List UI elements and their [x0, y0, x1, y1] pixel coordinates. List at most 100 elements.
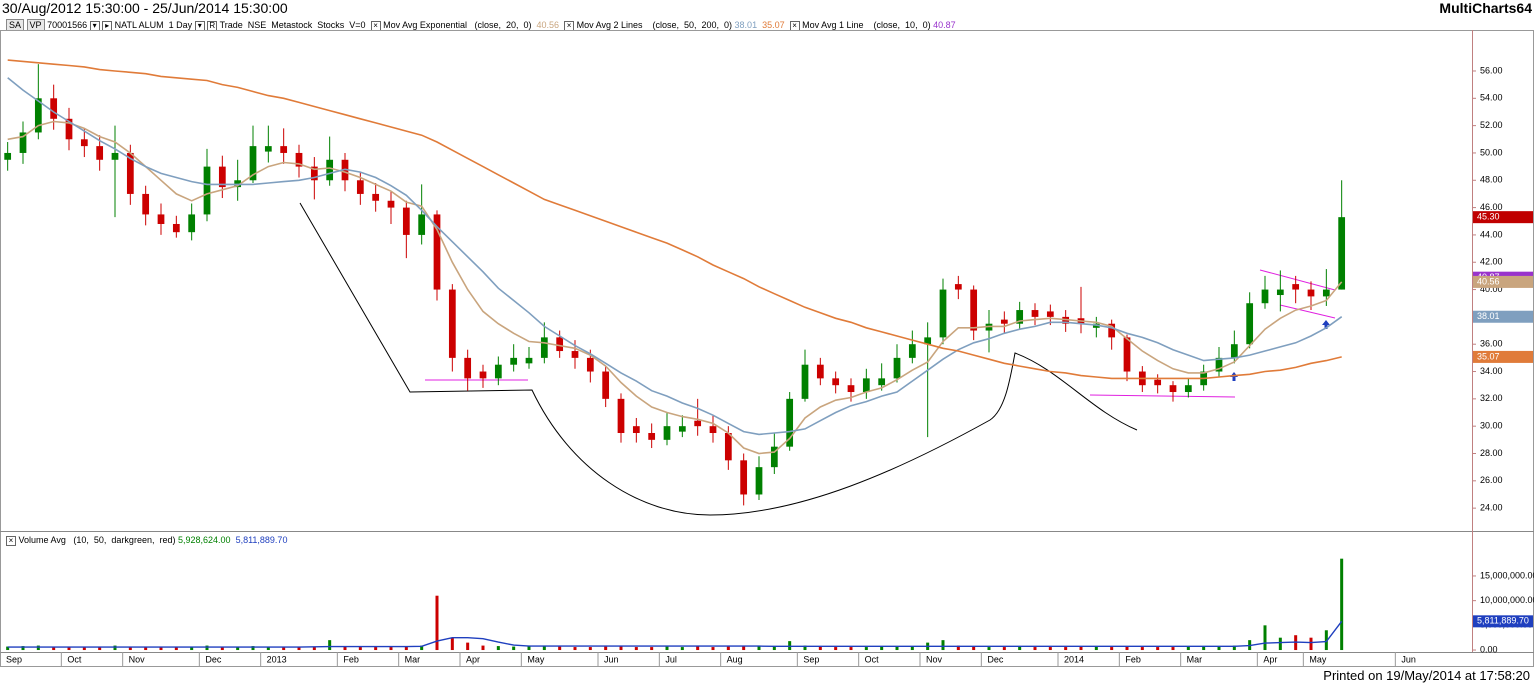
volume-bar: [435, 595, 439, 651]
candle-body: [387, 200, 395, 208]
volume-bar: [113, 645, 117, 651]
volume-bar: [1278, 637, 1282, 651]
volume-bar: [880, 646, 884, 651]
volume-bar: [573, 647, 577, 651]
candle-body: [586, 357, 594, 372]
volume-bar: [21, 646, 25, 651]
footer: Printed on 19/May/2014 at 17:58:20: [1323, 668, 1530, 683]
candle-body: [50, 98, 58, 119]
indicator-name: Mov Avg Exponential: [383, 20, 467, 30]
x-tick-label: Jun: [1401, 654, 1416, 664]
volume-bar: [987, 647, 991, 651]
volume-bar: [343, 646, 347, 651]
volume-bar: [1079, 646, 1083, 651]
volume-bar: [1186, 646, 1190, 651]
volume-bar: [466, 642, 470, 651]
candle-body: [709, 426, 717, 434]
candle-body: [4, 152, 12, 160]
volume-bar: [420, 645, 424, 651]
candle-body: [203, 166, 211, 215]
candle-body: [694, 420, 702, 427]
y-tick-label: 28.00: [1480, 448, 1503, 458]
candle-body: [19, 132, 27, 153]
channel-line: [1279, 304, 1336, 319]
price-marker: [1473, 310, 1533, 323]
candle-body: [1215, 357, 1223, 372]
candle-body: [418, 214, 426, 235]
volume-bar: [757, 646, 761, 651]
x-tick-label: Apr: [466, 654, 480, 664]
candle-body: [801, 364, 809, 399]
volume-bar: [205, 645, 209, 651]
candle-body: [1031, 310, 1039, 317]
price-marker-label: 45.30: [1477, 212, 1500, 222]
volume-bar: [67, 647, 71, 651]
candle-body: [464, 357, 472, 379]
volume-bar: [98, 646, 102, 651]
y-tick-label: 42.00: [1480, 257, 1503, 267]
candle-body: [264, 146, 272, 152]
candle-body: [1307, 289, 1315, 297]
y-tick-label: 24.00: [1480, 503, 1503, 513]
volume-bar: [803, 645, 807, 651]
candle-body: [878, 378, 886, 386]
volume-bar: [849, 647, 853, 651]
volume-bar: [1156, 647, 1160, 651]
indicator-params: (close, 20, 0): [474, 20, 532, 30]
support-line: [1089, 394, 1236, 398]
candle-body: [172, 223, 180, 233]
indicator-value: 40.87: [933, 20, 956, 30]
indicator-params: (10, 50, darkgreen, red): [73, 535, 176, 545]
volume-bar: [128, 646, 132, 651]
x-tick-label: 2014: [1064, 654, 1084, 664]
candle-body: [1230, 344, 1238, 358]
candle-body: [1184, 385, 1192, 393]
volume-bar: [1110, 647, 1114, 651]
candle-body: [1246, 303, 1254, 345]
indicator-name: Volume Avg: [18, 535, 66, 545]
x-tick-label: Nov: [926, 654, 943, 664]
x-tick-label: Sep: [803, 654, 819, 664]
candle-body: [678, 426, 686, 432]
x-tick-label: Oct: [67, 654, 82, 664]
y-tick-label: 0.00: [1480, 644, 1498, 654]
indicator-name: Mov Avg 2 Lines: [576, 20, 643, 30]
volume-bar: [711, 647, 715, 651]
app-name: MultiCharts64: [1439, 0, 1532, 16]
checkbox[interactable]: ×: [6, 535, 16, 546]
y-tick-label: 46.00: [1480, 202, 1503, 212]
volume-bar: [696, 645, 700, 651]
candle-body: [617, 398, 625, 434]
indicator-value: 5,928,624.00: [177, 535, 231, 545]
volume-bar: [604, 646, 608, 651]
y-tick-label: 50.00: [1480, 147, 1503, 157]
candle-body: [816, 364, 824, 379]
candle-body: [1322, 289, 1330, 297]
candle-body: [218, 166, 226, 188]
candle-body: [648, 433, 656, 440]
candle-body: [34, 98, 42, 133]
volume-bar: [512, 646, 516, 651]
volume-bar: [1324, 630, 1328, 651]
y-tick-label: 54.00: [1480, 93, 1503, 103]
volume-bar: [358, 647, 362, 651]
candle-body: [525, 357, 533, 364]
volume-bar: [818, 646, 822, 651]
y-tick-label: 52.00: [1480, 120, 1503, 130]
x-tick-label: Oct: [865, 654, 880, 664]
candle-body: [65, 118, 73, 140]
candle-body: [740, 460, 748, 495]
volume-bar: [972, 646, 976, 651]
x-tick-label: Mar: [1187, 654, 1203, 664]
volume-bar: [174, 647, 178, 651]
candle-body: [893, 357, 901, 379]
volume-bar: [1340, 558, 1344, 651]
volume-bar: [236, 647, 240, 651]
indicator-value: 38.01: [734, 20, 758, 30]
volume-bar: [266, 646, 270, 651]
volume-bar: [1171, 647, 1175, 651]
cup-handle-drawing: [299, 202, 1138, 516]
volume-average: [7, 620, 1343, 648]
price-marker-label: 38.01: [1477, 311, 1500, 321]
volume-bar: [374, 647, 378, 651]
